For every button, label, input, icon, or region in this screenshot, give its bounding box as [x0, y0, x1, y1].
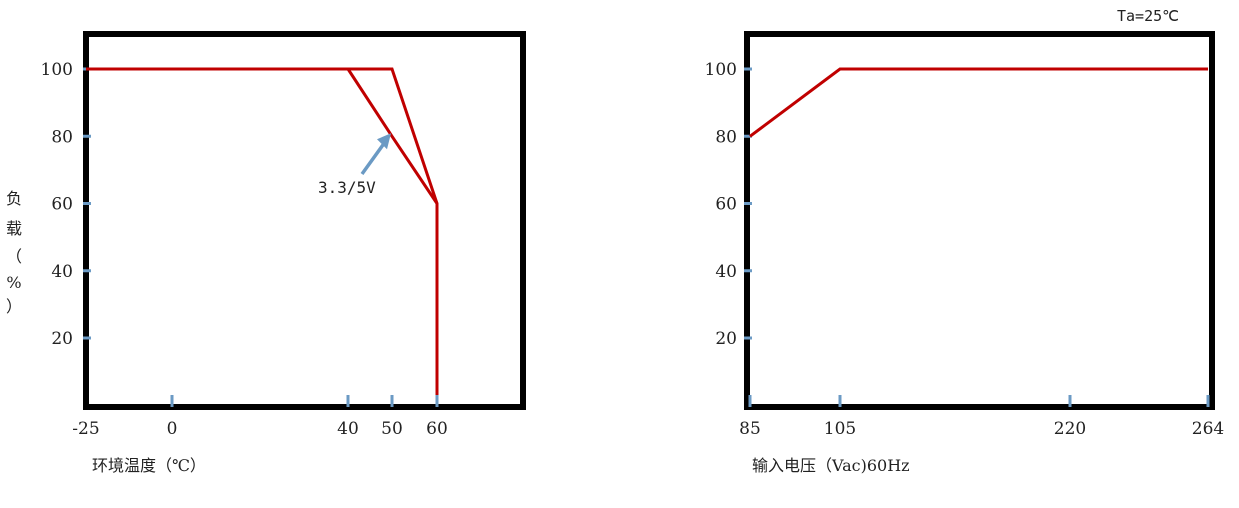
chart1-y-tick-label: 100 [41, 60, 73, 80]
chart2-x-tick-label: 105 [824, 419, 856, 439]
chart1-annotation-label: 3.3/5V [318, 178, 376, 197]
chart2-y-tick-label: 100 [705, 60, 737, 80]
chart1-x-tick-label: 40 [337, 419, 359, 439]
chart2-y-tick-label: 40 [715, 262, 737, 282]
chart1-plot-frame [83, 31, 526, 410]
chart1-y-axis-title-char: 载 [6, 219, 22, 238]
chart1-series-line-1 [86, 67, 439, 395]
chart1-y-tick-label: 20 [51, 329, 73, 349]
chart2-x-tick-label: 264 [1192, 419, 1224, 439]
chart1-x-tick-label: 50 [381, 419, 403, 439]
chart1-series-line-2 [346, 68, 439, 205]
chart1-x-tick-label: 0 [167, 419, 178, 439]
chart2-x-tick-label: 85 [739, 419, 761, 439]
temperature-derating-chart: 20 40 60 80 100 -25 0 40 50 60 负载 （% ） [6, 31, 526, 439]
chart1-y-tick-label: 40 [51, 262, 73, 282]
chart2-plot-frame [744, 31, 1215, 410]
chart1-y-tick-label: 80 [51, 127, 73, 147]
chart1-x-tick-label: -25 [72, 419, 99, 439]
chart2-condition-label: Ta=25℃ [1117, 7, 1179, 25]
chart1-x-tick-label: 60 [426, 419, 448, 439]
chart1-y-axis-title-char: 负 [6, 189, 22, 208]
chart1-y-tick-label: 60 [51, 195, 73, 215]
chart2-y-tick-label: 20 [715, 329, 737, 349]
chart2-series-line-1 [749, 67, 1208, 138]
chart1-x-axis-title: 环境温度（℃） [92, 456, 206, 475]
chart2-x-tick-label: 220 [1054, 419, 1086, 439]
chart1-annotation-arrow-head [377, 133, 391, 150]
chart1-y-axis-title-char: ） [6, 297, 22, 316]
chart2-y-tick-label: 60 [715, 195, 737, 215]
input-voltage-derating-chart: 20 40 60 80 100 85 105 220 264 [705, 31, 1224, 439]
chart1-y-axis-title-char: % [6, 273, 21, 292]
chart1-y-axis-title-char: （ [6, 247, 22, 266]
chart2-x-axis-title: 输入电压（Vac)60Hz [752, 456, 910, 475]
chart2-y-tick-label: 80 [715, 127, 737, 147]
